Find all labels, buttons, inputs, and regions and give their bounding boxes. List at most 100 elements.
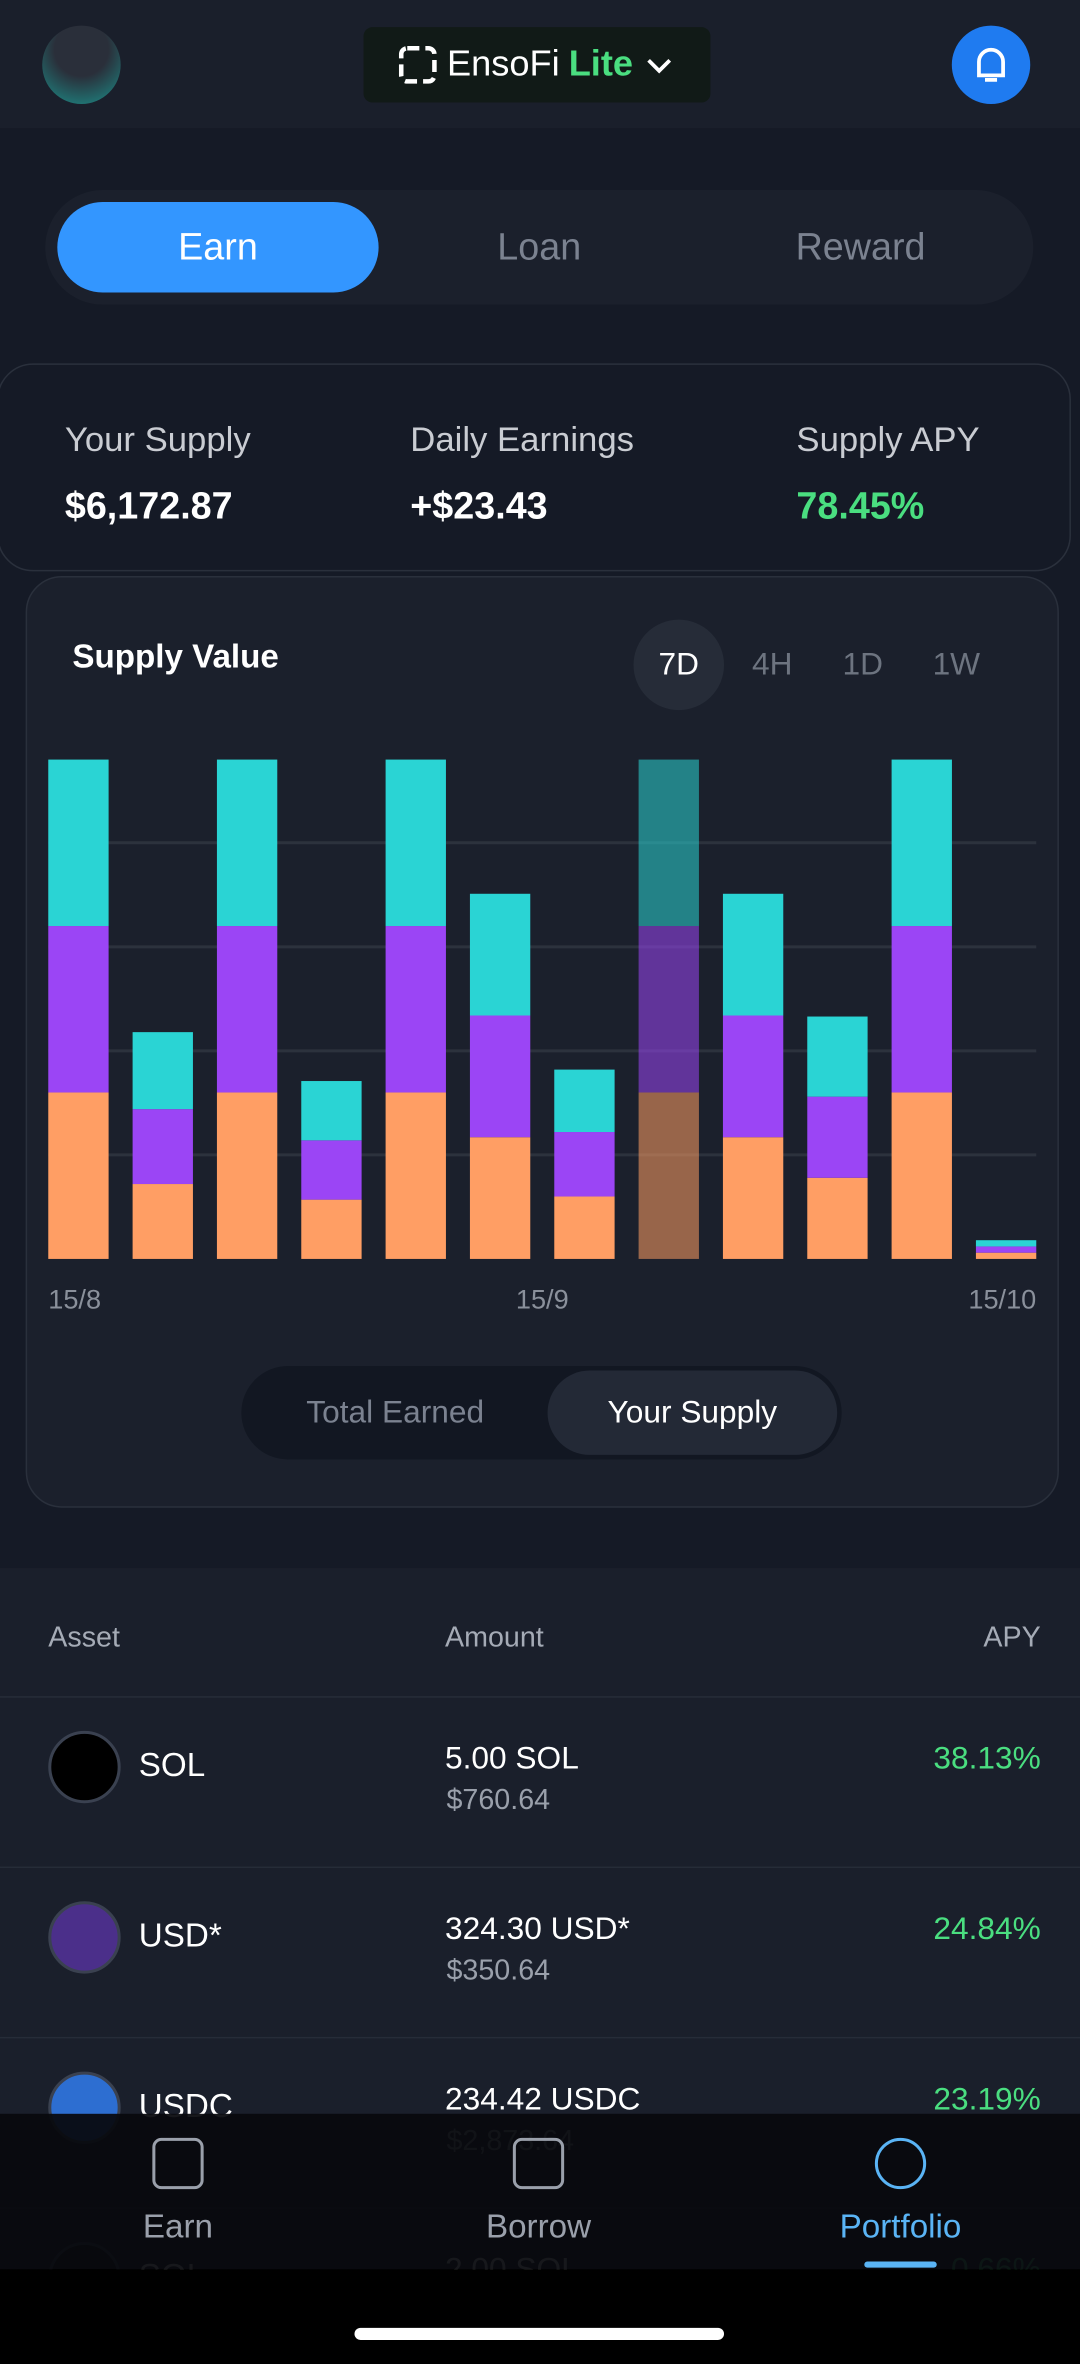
asset-amount: 324.30 USD* bbox=[444, 1911, 630, 1947]
bar-segment[interactable] bbox=[48, 926, 109, 1093]
chart-title: Supply Value bbox=[72, 639, 278, 676]
bar-segment[interactable] bbox=[975, 1252, 1037, 1259]
stats-card: Your Supply $6,172.87 Daily Earnings +$23.4… bbox=[0, 363, 1071, 572]
bar-segment[interactable] bbox=[722, 1137, 784, 1259]
stat-label: Supply APY bbox=[796, 419, 980, 459]
chart: Supply Value 7D 4H 1D 1W 15/8 15/9 15/10 Total … bbox=[48, 619, 1037, 1460]
bar-segment[interactable] bbox=[385, 1092, 446, 1259]
bar-segment[interactable] bbox=[554, 1196, 615, 1259]
brand-icon bbox=[399, 45, 438, 84]
bar-segment[interactable] bbox=[385, 926, 446, 1093]
chart-card: Supply Value 7D 4H 1D 1W 15/8 15/9 15/10 Total … bbox=[25, 575, 1059, 1508]
range-button[interactable]: 1D bbox=[843, 646, 883, 682]
stat-value: 78.45% bbox=[796, 485, 925, 528]
segment-tabs: Earn Loan Reward bbox=[45, 189, 1034, 305]
column-header: APY bbox=[983, 1622, 1041, 1654]
asset-symbol: USD* bbox=[138, 1916, 222, 1954]
x-tick-label: 15/8 bbox=[48, 1283, 101, 1314]
header: EnsoFi Lite bbox=[0, 0, 1080, 129]
bar-segment[interactable] bbox=[722, 1015, 784, 1138]
bar-segment[interactable] bbox=[132, 1032, 193, 1110]
asset-icon bbox=[48, 1901, 121, 1974]
tab[interactable]: Earn bbox=[57, 202, 379, 293]
notify-icon bbox=[977, 47, 1005, 82]
bar-segment[interactable] bbox=[301, 1081, 362, 1141]
stat-value: $6,172.87 bbox=[64, 485, 233, 528]
column-header: Amount bbox=[444, 1622, 544, 1654]
bar-segment[interactable] bbox=[385, 759, 446, 927]
bar-segment[interactable] bbox=[807, 1096, 868, 1178]
bar-segment[interactable] bbox=[216, 1092, 278, 1259]
brand-badge-text: Lite bbox=[568, 43, 634, 85]
bar-segment[interactable] bbox=[554, 1132, 615, 1197]
bar-segment[interactable] bbox=[807, 1016, 868, 1097]
bar-segment[interactable] bbox=[301, 1140, 362, 1200]
nav-icon bbox=[152, 2137, 204, 2190]
bar-segment[interactable] bbox=[638, 926, 699, 1093]
tab[interactable]: Loan bbox=[497, 225, 582, 268]
bar-segment[interactable] bbox=[975, 1246, 1037, 1253]
nav-item[interactable]: Earn bbox=[142, 2207, 214, 2245]
toggle-option[interactable]: Total Earned bbox=[306, 1394, 484, 1430]
nav-item[interactable]: Borrow bbox=[485, 2207, 592, 2245]
bar-segment[interactable] bbox=[216, 759, 278, 927]
bar-segment[interactable] bbox=[132, 1109, 193, 1185]
bar-segment[interactable] bbox=[975, 1240, 1037, 1247]
bar-segment[interactable] bbox=[469, 1015, 531, 1138]
chevron bbox=[646, 58, 671, 74]
brand-name: EnsoFi bbox=[446, 43, 560, 85]
bar-segment[interactable] bbox=[638, 759, 699, 927]
bar-segment[interactable] bbox=[807, 1177, 868, 1259]
brand-badge[interactable]: EnsoFi Lite bbox=[363, 27, 711, 103]
bar-segment[interactable] bbox=[301, 1199, 362, 1259]
bar-segment[interactable] bbox=[891, 1092, 952, 1259]
bar-segment[interactable] bbox=[132, 1184, 193, 1259]
bottom-nav: Earn Borrow Portfolio bbox=[0, 2113, 1080, 2270]
logo[interactable] bbox=[42, 25, 121, 105]
nav-icon bbox=[512, 2137, 565, 2190]
asset-symbol: SOL bbox=[138, 1745, 206, 1784]
nav-underline bbox=[864, 2261, 937, 2268]
asset-apy: 38.13% bbox=[933, 1741, 1041, 1777]
asset-icon bbox=[48, 1730, 121, 1804]
bar-segment[interactable] bbox=[722, 893, 784, 1016]
home-bar-area bbox=[0, 2269, 1080, 2364]
bar-segment[interactable] bbox=[48, 759, 109, 927]
column-header: Asset bbox=[48, 1622, 120, 1654]
asset-usd: $350.64 bbox=[446, 1955, 551, 1988]
x-tick-label: 15/10 bbox=[968, 1283, 1036, 1314]
range-active-bg bbox=[633, 619, 725, 711]
x-tick-label: 15/9 bbox=[516, 1283, 569, 1314]
bar-segment[interactable] bbox=[216, 926, 278, 1093]
tab[interactable]: Reward bbox=[795, 225, 926, 268]
toggle-active bbox=[547, 1370, 838, 1455]
bar-segment[interactable] bbox=[48, 1092, 109, 1259]
asset-amount: 234.42 USDC bbox=[444, 2082, 641, 2117]
bar-segment[interactable] bbox=[469, 893, 531, 1016]
range-button[interactable]: 7D bbox=[659, 646, 699, 682]
bar-segment[interactable] bbox=[891, 759, 952, 927]
toggle-option[interactable]: Your Supply bbox=[608, 1394, 778, 1430]
stat-label: Daily Earnings bbox=[410, 419, 634, 459]
range-button[interactable]: 1W bbox=[933, 646, 981, 682]
asset-amount: 5.00 SOL bbox=[444, 1741, 579, 1777]
notify-button[interactable] bbox=[951, 25, 1031, 105]
stat-value: +$23.43 bbox=[410, 485, 548, 528]
nav-icon bbox=[874, 2137, 927, 2190]
asset-row[interactable]: SOL 5.00 SOL $760.64 38.13% bbox=[0, 1696, 1080, 1868]
asset-apy: 23.19% bbox=[933, 2082, 1041, 2117]
bar-segment[interactable] bbox=[469, 1137, 531, 1259]
asset-usd: $760.64 bbox=[446, 1785, 551, 1817]
bar-segment[interactable] bbox=[554, 1069, 615, 1133]
bar-segment[interactable] bbox=[891, 926, 952, 1093]
asset-row[interactable]: USD* 324.30 USD* $350.64 24.84% bbox=[0, 1866, 1080, 2039]
bar-segment[interactable] bbox=[638, 1092, 699, 1259]
nav-item[interactable]: Portfolio bbox=[839, 2207, 962, 2245]
home-indicator bbox=[354, 2327, 725, 2340]
asset-apy: 24.84% bbox=[933, 1911, 1041, 1947]
stat-label: Your Supply bbox=[64, 419, 251, 459]
range-button[interactable]: 4H bbox=[752, 646, 792, 682]
